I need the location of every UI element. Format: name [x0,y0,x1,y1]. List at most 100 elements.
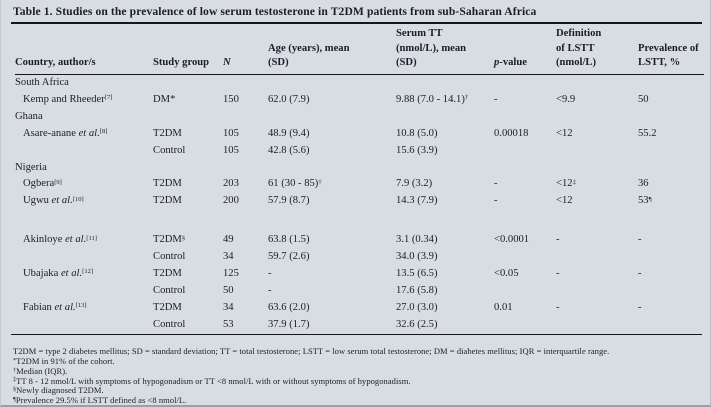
table-row: Akinloye et al.[11] T2DM§ 49 63.8 (1.5) 3.1 … [15,232,704,249]
footnote-marker: ‡ [13,377,17,384]
cell [268,210,396,232]
cell: 59.7 (2.6) [268,251,310,263]
cell: 3.1 (0.34) [396,234,438,246]
table-row: Asare-anane et al.[8] T2DM 105 48.9 (9.4) 10… [15,126,704,143]
cell [494,283,556,300]
superscript-marker: [9] [54,178,62,186]
footnote: †Median (IQR). [13,365,68,376]
cell: <0.05 [494,268,519,280]
cell [494,109,556,126]
cell: - [268,268,272,280]
cell [638,283,704,300]
table-header: Country, author/s Study group N Age (years)… [15,24,704,75]
table-row: Fabian et al.[13] T2DM 34 63.6 (2.0) 27.0 (3… [15,300,704,317]
cell [494,249,556,266]
cell [268,109,396,126]
cell: Ogbera[9] [23,178,62,190]
cell [396,210,494,232]
cell: - [638,234,642,246]
cell: 200 [223,195,239,207]
cell: - [638,268,642,280]
footnote-marker: ¶ [13,397,16,403]
table-row: Ogbera[9] T2DM 203 61 (30 - 85)† 7.9 (3.2) - <… [15,176,704,193]
cell: Fabian et al.[13] [23,301,87,313]
title-divider [11,22,702,25]
cell [15,317,153,334]
cell: T2DM [153,301,182,313]
cell [15,283,153,300]
cell: 63.6 (2.0) [268,301,310,313]
cell [223,160,268,177]
cell: 125 [223,268,239,280]
cell [556,143,638,160]
cell: T2DM [153,195,182,207]
cell: 48.9 (9.4) [268,127,310,139]
cell: 34 [223,301,234,313]
cell [494,74,556,91]
table-row: Ubajaka et al.[12] T2DM 125 - 13.5 (6.5) <0.0… [15,266,704,283]
cell: Ghana [15,110,43,122]
superscript-marker: § [181,234,186,242]
superscript-marker: ‡ [572,178,576,186]
cell [556,160,638,177]
cell: T2DM [153,127,182,139]
cell: 105 [223,127,239,139]
cell: - [556,301,560,313]
cell: 17.6 (5.8) [396,284,438,296]
footnotes: T2DM = type 2 diabetes mellitus; SD = st… [13,346,702,405]
cell: Control [153,251,186,263]
footnote: §Newly diagnosed T2DM. [13,385,104,396]
cell: 0.01 [494,301,513,313]
cell: 15.6 (3.9) [396,144,438,156]
cell: 42.8 (5.6) [268,144,310,156]
table-row: Control 53 37.9 (1.7) 32.6 (2.5) [15,317,704,334]
cell: 34.0 (3.9) [396,251,438,263]
cell: 10.8 (5.0) [396,127,438,139]
footnote: T2DM = type 2 diabetes mellitus; SD = st… [13,346,610,357]
cell: Control [153,318,186,330]
section-row: Ghana [15,109,704,126]
cell: <0.0001 [494,234,530,246]
cell: Control [153,144,186,156]
superscript-marker: [10] [72,195,84,203]
superscript-marker: [8] [99,128,108,136]
column-header: N [223,57,231,69]
cell [494,160,556,177]
footnote-marker: † [13,367,17,374]
cell: 13.5 (6.5) [396,268,438,280]
cell: 36 [638,178,649,190]
superscript-marker: † [464,94,469,102]
cell [15,210,153,232]
cell: 63.8 (1.5) [268,234,310,246]
cell: 50 [223,284,234,296]
cell: South Africa [15,76,69,88]
footnote-marker: * [13,357,17,364]
superscript-marker: ¶ [648,195,652,203]
cell [268,74,396,91]
column-header: Serum TT (nmol/L), mean (SD) [396,28,467,69]
cell [153,109,223,126]
cell: 62.0 (7.9) [268,93,310,105]
cell [638,74,704,91]
cell [556,249,638,266]
column-header: Age (years), mean (SD) [268,42,350,69]
section-row: South Africa [15,74,704,91]
table-row: Control 105 42.8 (5.6) 15.6 (3.9) [15,143,704,160]
cell: 50 [638,93,649,105]
cell [153,210,223,232]
superscript-marker: † [318,178,322,186]
cell: Kemp and Rheeder[7] [23,93,113,105]
superscript-marker: [11] [86,234,97,242]
footnote: *T2DM in 91% of the cohort. [13,355,115,366]
cell [15,143,153,160]
cell: - [494,195,498,207]
cell: 105 [223,144,239,156]
cell: T2DM [153,268,182,280]
cell: Control [153,284,186,296]
cell: Akinloye et al.[11] [23,234,97,246]
cell [638,109,704,126]
cell: <9.9 [556,93,576,105]
spacer-row [15,210,704,232]
table-title: Table 1. Studies on the prevalence of lo… [13,5,537,18]
